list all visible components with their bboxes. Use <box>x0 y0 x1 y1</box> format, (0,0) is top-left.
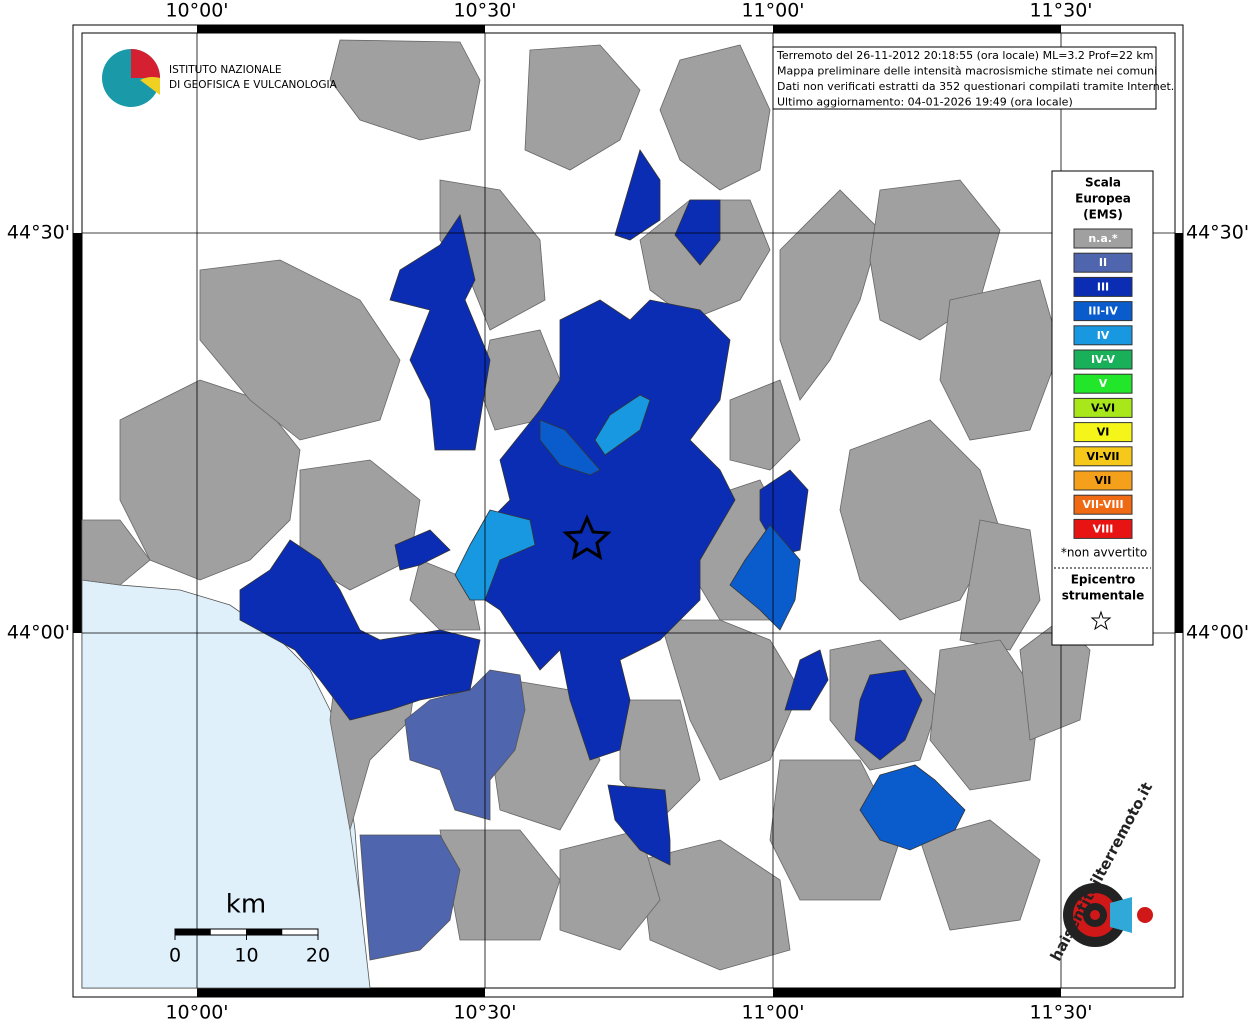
ingv-logo: ISTITUTO NAZIONALE DI GEOFISICA E VULCAN… <box>102 49 338 107</box>
legend-label: VI <box>1097 426 1110 439</box>
legend-label: IV <box>1097 329 1110 342</box>
scale-bar: km 0 10 20 <box>169 890 330 967</box>
lon-label: 10°00' <box>165 1002 228 1024</box>
legend-title: Scala <box>1085 176 1121 190</box>
legend-swatch <box>1073 397 1133 418</box>
legend-label: V-VI <box>1091 401 1115 414</box>
legend-label: V <box>1099 377 1108 390</box>
legend-swatch <box>1073 325 1133 346</box>
legend-label: IV-V <box>1091 353 1116 366</box>
legend: ScalaEuropea(EMS)n.a.*IIIIIIII-IVIVIV-VV… <box>1061 176 1147 603</box>
scale-unit: km <box>226 890 266 920</box>
legend-label: n.a.* <box>1088 232 1118 245</box>
municipalities-na <box>81 39 1091 971</box>
scale-bar-segment <box>246 929 283 935</box>
legend-swatch <box>1073 301 1133 322</box>
legend-epicenter: Epicentro <box>1071 573 1136 587</box>
legend-swatch <box>1073 494 1133 515</box>
legend-swatch <box>1073 470 1133 491</box>
legend-swatch <box>1073 446 1133 467</box>
info-box <box>772 46 1157 110</box>
lon-label: 11°00' <box>741 1002 804 1024</box>
municipalities-iv <box>454 394 651 601</box>
scale-label: 0 <box>169 945 181 967</box>
legend-swatch <box>1073 518 1133 539</box>
scale-label: 10 <box>234 945 258 967</box>
legend-label: II <box>1099 256 1107 269</box>
legend-label: VI-VII <box>1086 450 1119 463</box>
legend-swatch <box>1073 276 1133 297</box>
legend-label: VIII <box>1093 522 1114 535</box>
lon-label: 10°30' <box>453 0 516 22</box>
frame-bars <box>73 25 1183 997</box>
lat-label: 44°30' <box>7 222 70 244</box>
legend-swatch <box>1073 349 1133 370</box>
lon-label: 11°30' <box>1029 1002 1092 1024</box>
legend-swatch <box>1073 422 1133 443</box>
legend-note: *non avvertito <box>1061 546 1147 560</box>
legend-label: III <box>1097 280 1109 293</box>
info-line: Dati non verificati estratti da 352 ques… <box>777 80 1174 93</box>
legend-swatch <box>1073 228 1133 249</box>
axis-labels: 10°00' 10°00' 10°30' 10°30' 11°00' 11°00' 11°3… <box>7 0 1249 1024</box>
epicenter <box>562 514 612 561</box>
legend-title: (EMS) <box>1083 208 1123 222</box>
legend-label: VII-VIII <box>1082 498 1123 511</box>
lon-label: 10°00' <box>165 0 228 22</box>
lon-label: 11°00' <box>741 0 804 22</box>
municipalities-iii <box>239 149 923 866</box>
scale-bar-segment <box>175 929 211 935</box>
legend-label: III-IV <box>1088 305 1118 318</box>
sea <box>81 579 371 989</box>
legend-title: Europea <box>1075 192 1131 206</box>
municipalities-ii <box>359 669 526 961</box>
legend-label: VII <box>1095 474 1112 487</box>
logo-text: ISTITUTO NAZIONALE <box>169 64 282 76</box>
legend-swatch <box>1073 252 1133 273</box>
scale-label: 20 <box>306 945 330 967</box>
legend-epicenter: strumentale <box>1062 589 1145 603</box>
lon-label: 10°30' <box>453 1002 516 1024</box>
logo-text: DI GEOFISICA E VULCANOLOGIA <box>169 79 338 91</box>
lat-label: 44°00' <box>1186 622 1249 644</box>
lat-label: 44°30' <box>1186 222 1249 244</box>
info-line: Terremoto del 26-11-2012 20:18:55 (ora l… <box>776 49 1154 62</box>
municipalities-iii-iv <box>539 419 966 851</box>
lon-label: 11°30' <box>1029 0 1092 22</box>
legend-swatch <box>1073 373 1133 394</box>
info-line: Ultimo aggiornamento: 04-01-2026 19:49 (… <box>777 96 1073 109</box>
legend-star <box>1090 610 1112 631</box>
info-line: Mappa preliminare delle intensità macros… <box>777 65 1157 78</box>
lat-label: 44°00' <box>7 622 70 644</box>
info-text: Terremoto del 26-11-2012 20:18:55 (ora l… <box>776 49 1174 109</box>
